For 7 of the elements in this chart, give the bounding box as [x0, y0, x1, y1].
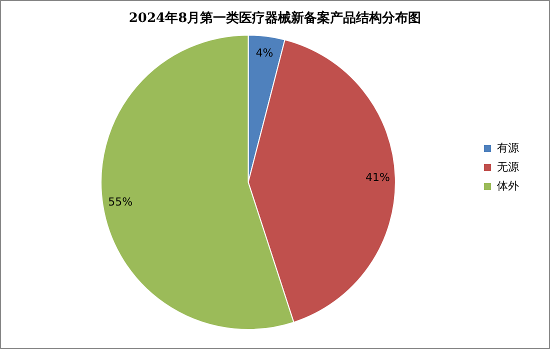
data-label: 4%: [256, 46, 274, 60]
legend-label: 有源: [497, 141, 519, 154]
legend-label: 无源: [497, 160, 519, 174]
data-label: 41%: [365, 171, 390, 184]
data-label: 55%: [108, 195, 133, 208]
chart-title: 2024年8月第一类医疗器械新备案产品结构分布图: [128, 10, 422, 26]
legend-label: 体外: [497, 179, 519, 192]
